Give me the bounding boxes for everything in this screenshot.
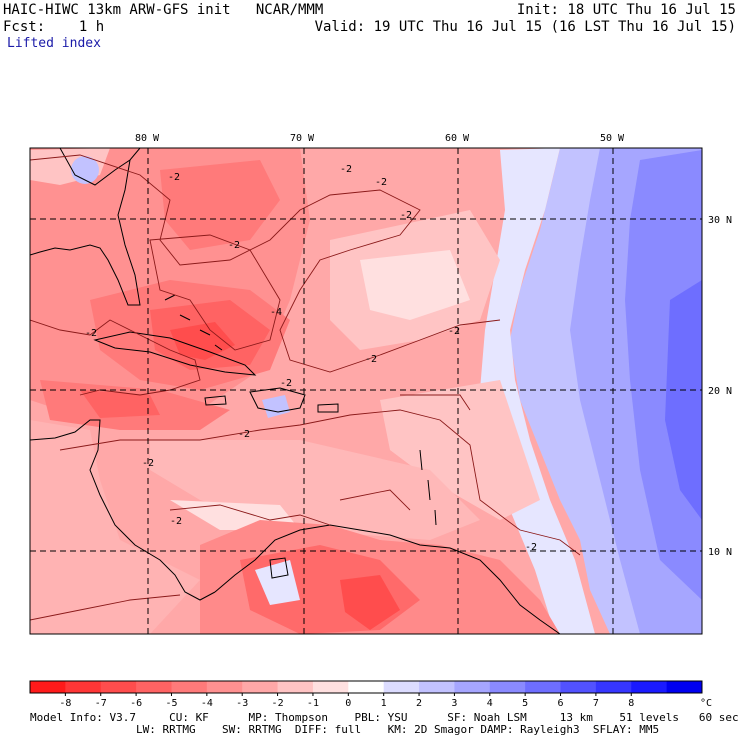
colorbar-tick-label: -5 bbox=[165, 698, 177, 709]
colorbar-swatch bbox=[666, 681, 703, 693]
colorbar-tick-label: 5 bbox=[522, 698, 528, 709]
lat-label: 10 N bbox=[708, 547, 732, 558]
lat-labels: 30 N 20 N 10 N bbox=[708, 215, 732, 558]
colorbar-tick-label: -3 bbox=[236, 698, 248, 709]
contour-label: -2 bbox=[365, 354, 377, 365]
colorbar-swatch bbox=[454, 681, 491, 693]
contours bbox=[30, 154, 581, 621]
colorbar-swatch bbox=[136, 681, 172, 693]
valid-time: Valid: 19 UTC Thu 16 Jul 15 (16 LST Thu … bbox=[314, 19, 736, 35]
colorbar-tick-label: 3 bbox=[451, 698, 457, 709]
colorbar-tick-label: 4 bbox=[487, 698, 493, 709]
colorbar-swatch bbox=[277, 681, 314, 693]
colorbar-swatch bbox=[171, 681, 208, 693]
colorbar-tick-label: 8 bbox=[628, 698, 634, 709]
colorbar-tick-label: -6 bbox=[130, 698, 142, 709]
lon-labels: 80 W 70 W 60 W 50 W bbox=[135, 133, 625, 144]
colorbar-tick-label: 7 bbox=[593, 698, 599, 709]
contour-label: -2 bbox=[170, 516, 182, 527]
lat-label: 20 N bbox=[708, 386, 732, 397]
coastlines bbox=[30, 148, 561, 634]
field-name: Lifted index bbox=[7, 36, 101, 51]
colorbar-swatch bbox=[631, 681, 668, 693]
lon-label: 50 W bbox=[600, 133, 625, 144]
colorbar: -8 -7 -6 -5 -4 -3 -2 -1 0 1 2 3 4 5 6 7 8 °C bbox=[29, 680, 712, 709]
colorbar-swatch bbox=[242, 681, 279, 693]
contour-label: -2 bbox=[85, 328, 97, 339]
contour-label: -2 bbox=[525, 542, 537, 553]
colorbar-swatch bbox=[206, 681, 243, 693]
colorbar-swatch bbox=[30, 681, 66, 693]
colorbar-tick-label: 6 bbox=[558, 698, 564, 709]
map-frame bbox=[29, 147, 703, 635]
lat-label: 30 N bbox=[708, 215, 732, 226]
contour-label: -2 bbox=[238, 429, 250, 440]
contour-label-4: -4 bbox=[270, 307, 282, 318]
colorbar-tick-label: -8 bbox=[59, 698, 71, 709]
lon-label: 70 W bbox=[290, 133, 315, 144]
colorbar-swatch bbox=[312, 681, 349, 693]
colorbar-frame bbox=[29, 680, 703, 694]
colorbar-swatch bbox=[65, 681, 102, 693]
colorbar-tick-label: 2 bbox=[416, 698, 422, 709]
contour-label: -2 bbox=[280, 378, 292, 389]
colorbar-tick-label: -1 bbox=[307, 698, 319, 709]
map-field bbox=[30, 148, 702, 634]
model-info-line2: LW: RRTMG SW: RRTMG DIFF: full KM: 2D Sm… bbox=[30, 723, 660, 736]
contour-label: -2 bbox=[340, 164, 352, 175]
contour-label: -2 bbox=[375, 177, 387, 188]
colorbar-swatch bbox=[419, 681, 455, 693]
colorbar-tick-label: 1 bbox=[381, 698, 387, 709]
grid bbox=[30, 148, 702, 634]
init-time: Init: 18 UTC Thu 16 Jul 15 bbox=[516, 2, 736, 18]
colorbar-swatch bbox=[383, 681, 420, 693]
colorbar-tick-label: -4 bbox=[201, 698, 213, 709]
contour-label: -2 bbox=[168, 172, 180, 183]
colorbar-swatch bbox=[560, 681, 597, 693]
colorbar-tick-label: 0 bbox=[345, 698, 351, 709]
model-title: HAIC-HIWC 13km ARW-GFS init NCAR/MMM bbox=[3, 2, 324, 18]
contour-label: -2 bbox=[228, 240, 240, 251]
colorbar-unit: °C bbox=[700, 698, 712, 709]
colorbar-tick-label: -2 bbox=[272, 698, 284, 709]
lon-label: 60 W bbox=[445, 133, 470, 144]
colorbar-tick-label: -7 bbox=[95, 698, 107, 709]
colorbar-swatch bbox=[595, 681, 632, 693]
lon-label: 80 W bbox=[135, 133, 160, 144]
contour-label: -2 bbox=[448, 326, 460, 337]
colorbar-swatch bbox=[525, 681, 562, 693]
colorbar-swatch bbox=[100, 681, 137, 693]
model-info-line1: Model Info: V3.7 CU: KF MP: Thompson PBL… bbox=[30, 711, 739, 724]
forecast-hour: Fcst: 1 h bbox=[3, 19, 105, 35]
colorbar-swatch bbox=[489, 681, 526, 693]
colorbar-swatch bbox=[348, 681, 385, 693]
contour-label: -2 bbox=[400, 210, 412, 221]
